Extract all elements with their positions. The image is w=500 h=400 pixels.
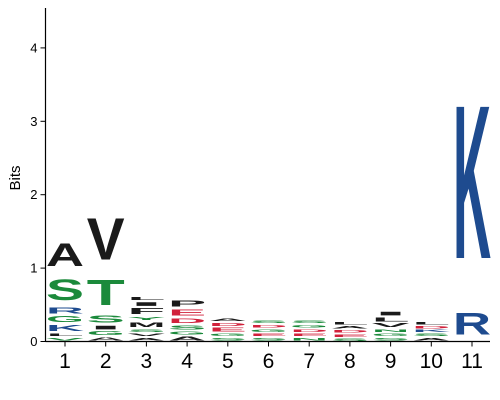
logo-letter: T: [87, 272, 125, 312]
logo-letter: P: [168, 300, 206, 309]
logo-letter: L: [331, 322, 369, 326]
logo-letter: D: [290, 328, 328, 332]
logo-columns: VLKGRSAAGISTVAVSMYFILAGSDEPSGEDASEGDSNED…: [46, 59, 491, 342]
x-tick-label: 7: [303, 350, 315, 373]
logo-letter: K: [412, 329, 450, 333]
logo-letter: S: [331, 338, 369, 342]
logo-letter: F: [127, 307, 165, 316]
logo-letter: K: [46, 324, 84, 333]
logo-letter: E: [168, 308, 206, 317]
logo-letter: S: [87, 313, 125, 325]
x-tick-label: 9: [385, 350, 397, 373]
logo-letter: G: [290, 324, 328, 328]
y-axis-title: Bits: [7, 165, 24, 190]
logo-letter: L: [46, 333, 84, 337]
logo-letter: V: [372, 322, 410, 328]
logo-letter: R: [46, 306, 84, 315]
logo-letter: D: [168, 317, 206, 324]
logo-letter: A: [46, 237, 84, 274]
x-tick-label: 1: [59, 350, 71, 373]
logo-letter: S: [290, 319, 328, 323]
y-axis-ticks: 0 1 2 3 4: [30, 40, 46, 349]
logo-letter: I: [127, 301, 165, 307]
logo-letter: L: [127, 296, 165, 301]
logo-letter: D: [331, 329, 369, 333]
logo-letter: V: [87, 208, 125, 273]
logo-letter: N: [372, 328, 410, 332]
y-tick-label: 3: [30, 114, 37, 129]
logo-letter: E: [209, 327, 247, 333]
logo-letter: A: [87, 336, 125, 341]
logo-letter: D: [209, 322, 247, 327]
logo-letter: S: [250, 337, 288, 341]
logo-letter: L: [412, 322, 450, 326]
logo-letter: A: [331, 325, 369, 329]
y-tick-label: 2: [30, 187, 37, 202]
logo-letter: G: [168, 331, 206, 336]
logo-letter: A: [412, 337, 450, 341]
logo-letter: S: [372, 337, 410, 341]
logo-letter: G: [372, 333, 410, 337]
logo-letter: E: [290, 333, 328, 337]
logo-letter: A: [127, 337, 165, 341]
logo-letter: S: [412, 333, 450, 337]
y-tick-label: 1: [30, 261, 37, 276]
logo-column-11: RK: [453, 59, 491, 342]
logo-letter: Y: [127, 316, 165, 321]
logo-letter: K: [453, 59, 491, 305]
logo-letter: A: [209, 317, 247, 321]
logo-letter: E: [331, 333, 369, 337]
logo-letter: D: [412, 325, 450, 329]
logo-letter: S: [127, 328, 165, 332]
logo-letter: G: [87, 331, 125, 337]
x-tick-label: 8: [344, 350, 356, 373]
x-axis-ticks: 1 2 3 4 5 6 7 8 9 10 11: [59, 341, 483, 373]
logo-letter: S: [209, 337, 247, 341]
logo-letter: S: [250, 320, 288, 324]
logo-letter: A: [168, 336, 206, 342]
x-tick-label: 10: [420, 350, 443, 373]
logo-letter: L: [372, 317, 410, 323]
x-tick-label: 4: [181, 350, 193, 373]
logo-letter: I: [87, 325, 125, 331]
logo-letter: S: [46, 273, 84, 306]
logo-letter: G: [250, 328, 288, 332]
x-tick-label: 6: [263, 350, 275, 373]
logo-letter: R: [453, 307, 491, 342]
logo-letter: N: [290, 337, 328, 341]
y-tick-label: 4: [30, 40, 37, 55]
logo-letter: M: [127, 321, 165, 328]
logo-letter: G: [46, 315, 84, 324]
x-tick-label: 3: [141, 350, 153, 373]
y-tick-label: 0: [30, 334, 37, 349]
logo-letter: G: [209, 333, 247, 337]
logo-letter: V: [46, 337, 84, 341]
x-tick-label: 2: [100, 350, 112, 373]
x-tick-label: 11: [461, 350, 483, 373]
logo-letter: D: [250, 324, 288, 328]
logo-letter: V: [127, 333, 165, 337]
logo-letter: E: [250, 333, 288, 337]
x-tick-label: 5: [222, 350, 234, 373]
logo-letter: I: [372, 311, 410, 317]
logo-letter: S: [168, 325, 206, 331]
